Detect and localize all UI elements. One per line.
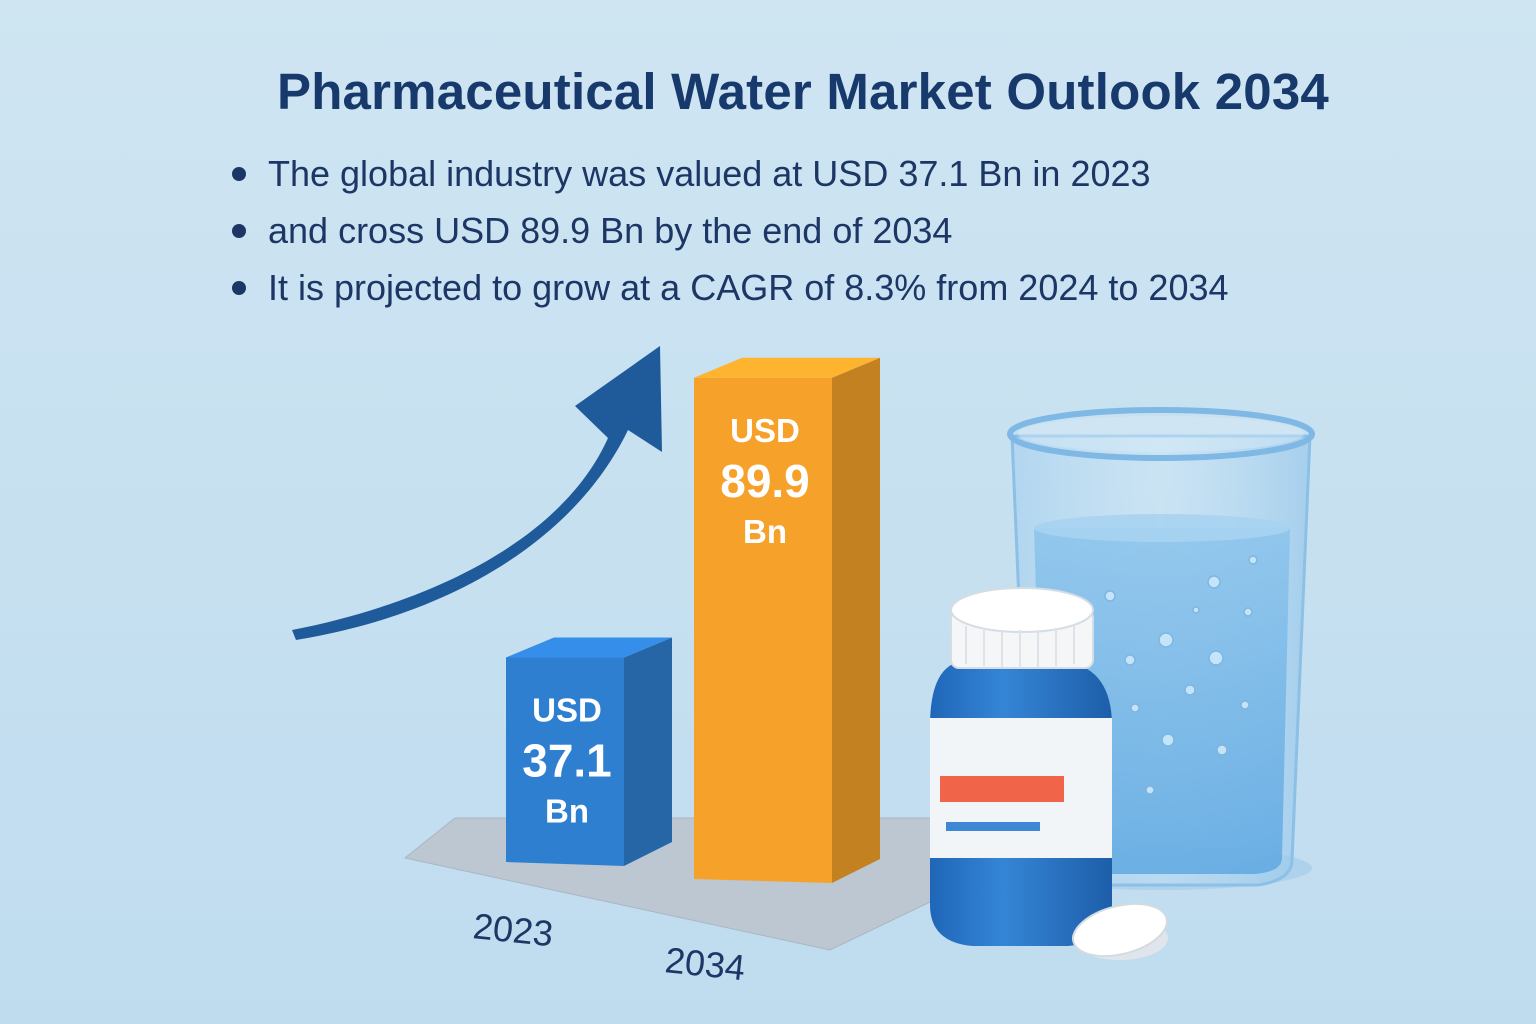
list-item: It is projected to grow at a CAGR of 8.3… <box>232 264 1229 321</box>
pill-icon <box>1072 902 1168 960</box>
bar-front-face <box>506 657 624 866</box>
trend-arrow-icon <box>292 346 662 640</box>
bar-2023: USD 37.1 Bn <box>506 637 672 866</box>
page-title: Pharmaceutical Water Market Outlook 2034 <box>276 63 1329 120</box>
fact-text: It is projected to grow at a CAGR of 8.3… <box>268 267 1229 308</box>
medicine-bottle-icon <box>930 587 1112 946</box>
bar-value-label: 37.1 <box>522 734 612 786</box>
bar-value-prefix: USD <box>730 412 800 449</box>
bar-value-prefix: USD <box>532 691 602 728</box>
bar-2034: USD 89.9 Bn <box>694 357 880 884</box>
fact-text: and cross USD 89.9 Bn by the end of 2034 <box>268 210 953 251</box>
bar-value-unit: Bn <box>743 513 787 550</box>
bar-side-face <box>832 357 880 884</box>
bar-side-face <box>624 637 672 866</box>
fact-text: The global industry was valued at USD 37… <box>268 153 1151 194</box>
x-tick-label-2023: 2023 <box>471 905 555 954</box>
bullet-dot-icon <box>232 281 246 295</box>
bullet-dot-icon <box>232 224 246 238</box>
bar-group: USD 37.1 Bn USD 89.9 Bn <box>506 357 880 884</box>
list-item: and cross USD 89.9 Bn by the end of 2034 <box>232 207 1229 264</box>
bar-top-face <box>694 357 880 378</box>
key-facts-list: The global industry was valued at USD 37… <box>232 150 1229 321</box>
bar-top-face <box>506 637 672 658</box>
bullet-dot-icon <box>232 167 246 181</box>
bar-value-label: 89.9 <box>720 455 810 507</box>
bar-front-face <box>694 377 832 883</box>
list-item: The global industry was valued at USD 37… <box>232 150 1229 207</box>
bar-value-unit: Bn <box>545 792 589 829</box>
x-tick-label-2034: 2034 <box>663 939 747 988</box>
